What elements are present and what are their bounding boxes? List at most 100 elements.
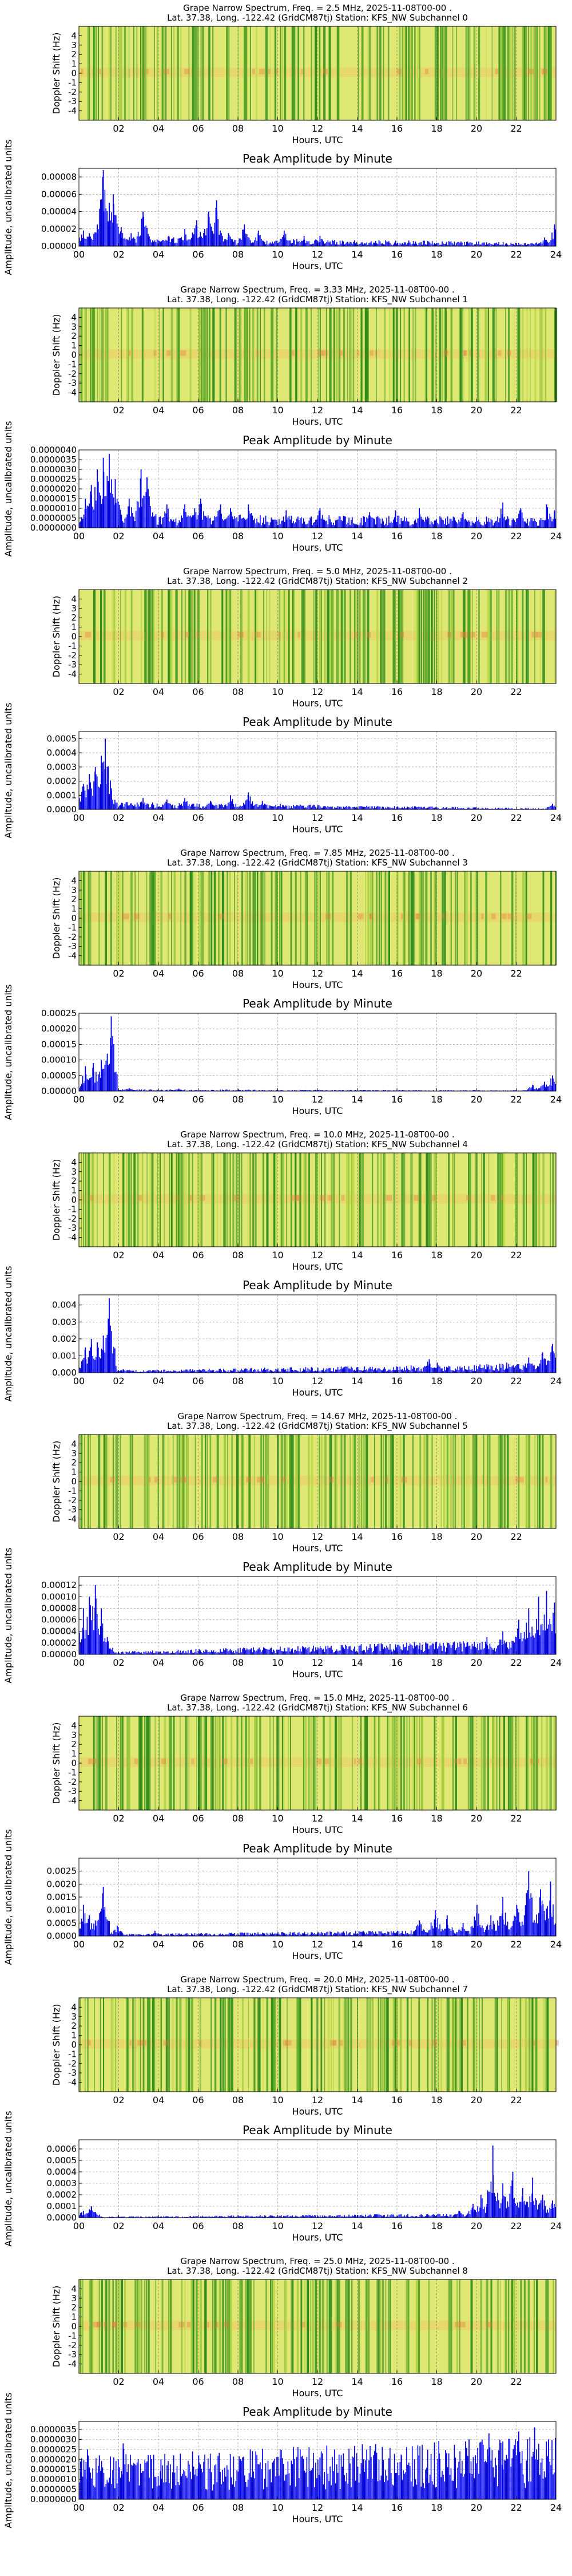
amplitude-bar	[359, 1090, 361, 1091]
doppler-trace	[518, 1476, 524, 1483]
amplitude-bar	[228, 1089, 230, 1091]
spectrum-stripe	[300, 871, 301, 965]
spectrum-stripe	[301, 590, 304, 683]
amplitude-peak	[347, 242, 348, 246]
amplitude-bar	[122, 1933, 124, 1936]
amplitude-bar	[484, 808, 486, 809]
amplitude-bar	[370, 1931, 371, 1936]
spectrum-stripe	[208, 308, 210, 402]
amplitude-bar	[307, 523, 309, 528]
spectrum-stripe	[353, 1435, 356, 1528]
doppler-trace	[180, 350, 186, 356]
amplitude-bar	[374, 806, 375, 809]
amplitude-peak	[542, 1352, 543, 1373]
amplitude-bar	[210, 524, 212, 528]
amplitude-bar	[113, 1930, 114, 1936]
doppler-trace	[252, 68, 255, 74]
amplitude-peak	[105, 738, 106, 809]
y-tick-label: -3	[68, 659, 77, 670]
amplitude-bar	[132, 1089, 133, 1091]
y-tick-label: 4	[71, 1720, 77, 1730]
amplitude-bar	[177, 238, 179, 246]
amplitude-peak	[109, 453, 110, 528]
amplitude-bar	[201, 1652, 202, 1654]
amplitude-bar	[264, 804, 265, 809]
spectrum-stripe	[436, 590, 438, 683]
amplitude-bar	[345, 516, 347, 528]
amplitude-bar	[232, 1652, 233, 1654]
amplitude-bar	[466, 242, 467, 246]
amplitude-bar	[200, 808, 201, 809]
spectrum-stripe	[82, 871, 85, 965]
amplitude-bar	[483, 1648, 485, 1654]
spectrum-stripe	[208, 26, 210, 120]
amplitude-bar	[162, 517, 164, 528]
spectrum-stripe	[295, 871, 297, 965]
amplitude-bar	[343, 1090, 344, 1091]
amplitude-bar	[374, 519, 375, 528]
amplitude-bar	[105, 208, 107, 246]
amplitude-bar	[273, 806, 274, 809]
spectrum-stripe	[212, 26, 214, 120]
spectrum-stripe	[426, 1153, 428, 1247]
doppler-trace	[356, 350, 359, 356]
spectrum-stripe	[197, 26, 199, 120]
amplitude-bar	[222, 805, 223, 809]
amplitude-bar	[366, 1646, 367, 1654]
amplitude-bar	[227, 1089, 228, 1091]
amplitude-bar	[332, 525, 333, 528]
amplitude-bar	[271, 517, 272, 528]
amplitude-bar	[125, 802, 127, 809]
spectrum-stripe	[172, 1435, 174, 1528]
amplitude-bar	[294, 1932, 295, 1936]
amplitude-bar	[195, 1935, 197, 1936]
amplitude-bar	[547, 242, 549, 246]
amplitude-bar	[252, 515, 253, 528]
spectrum-stripe	[497, 1153, 499, 1247]
x-tick-label: 02	[113, 1376, 124, 1386]
amplitude-bar	[185, 1651, 186, 1654]
spectrum-stripe	[498, 590, 500, 683]
amplitude-bar	[112, 1353, 113, 1373]
spectrum-stripe	[517, 1716, 519, 1810]
amplitude-bar	[204, 516, 205, 528]
amplitude-bar	[132, 1934, 133, 1936]
spectrum-stripe	[500, 1435, 503, 1528]
amplitude-bar	[286, 805, 288, 809]
amplitude-bar	[498, 1370, 499, 1373]
doppler-trace	[153, 350, 157, 356]
amplitude-bar	[437, 243, 439, 246]
doppler-trace	[246, 1476, 252, 1483]
amplitude-bar	[332, 806, 333, 809]
spectrum-stripe	[474, 1435, 476, 1528]
spectrum-stripe	[256, 590, 259, 683]
amplitude-bar	[343, 1367, 344, 1373]
spectrum-chart: Grape Narrow Spectrum, Freq. = 15.0 MHz,…	[51, 1693, 557, 1835]
doppler-trace	[99, 68, 101, 74]
doppler-trace	[354, 631, 358, 638]
amplitude-bar	[216, 1653, 218, 1654]
spectrum-stripe	[288, 590, 290, 683]
amplitude-bar	[306, 240, 308, 246]
amplitude-bar	[449, 1366, 451, 1373]
amplitude-bar	[261, 1934, 262, 1936]
amplitude-peak	[238, 1089, 239, 1091]
doppler-trace	[462, 631, 468, 638]
amplitude-bar	[146, 228, 148, 246]
amplitude-peak	[101, 1608, 102, 1654]
spectrum-stripe	[293, 590, 295, 683]
amplitude-bar	[174, 1089, 176, 1091]
amplitude-bar	[374, 1369, 375, 1373]
amplitude-bar	[445, 243, 446, 246]
spectrum-stripe	[130, 590, 133, 683]
spectrum-stripe	[448, 1153, 450, 1247]
spectrum-stripe	[538, 1153, 541, 1247]
doppler-trace	[176, 1195, 180, 1201]
amplitude-bar	[466, 1369, 467, 1373]
amplitude-bar	[137, 804, 139, 809]
spectrum-stripe	[464, 590, 466, 683]
amplitude-bar	[427, 1643, 428, 1654]
spectrum-stripe	[487, 1435, 488, 1528]
amplitude-bar	[178, 803, 180, 809]
y-tick-label: -2	[68, 1495, 77, 1506]
